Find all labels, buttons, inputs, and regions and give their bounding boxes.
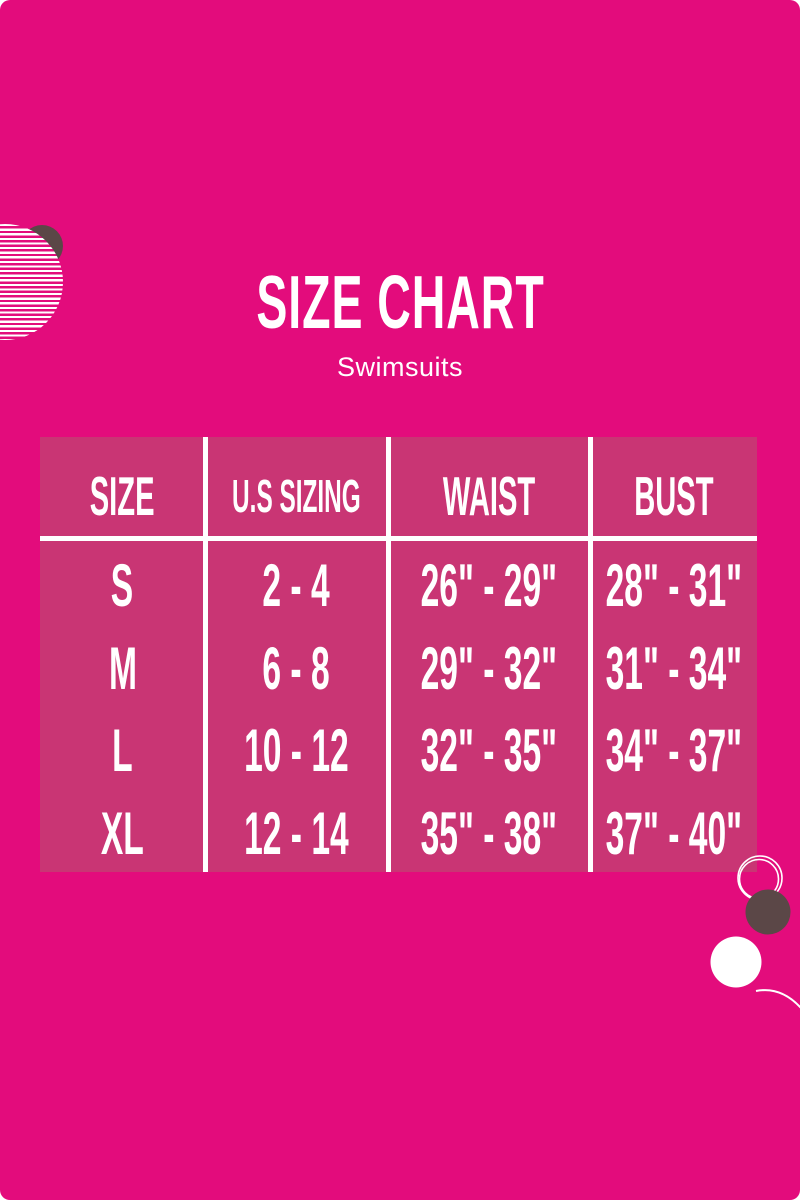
bottom-right-decorations bbox=[710, 855, 800, 1009]
row-s-size: S bbox=[111, 551, 134, 619]
row-l-us-sizing: 10 - 12 bbox=[244, 717, 349, 785]
column-divider-3 bbox=[588, 437, 593, 872]
column-divider-2 bbox=[386, 437, 391, 872]
row-xl-bust: 37" - 40" bbox=[605, 800, 742, 868]
row-m-bust: 31" - 34" bbox=[605, 634, 742, 702]
title-row: SIZE CHART bbox=[0, 260, 800, 360]
header-cell-waist: WAIST bbox=[442, 465, 536, 527]
column-divider-1 bbox=[203, 437, 208, 872]
dark-dot-decoration-bottom-right bbox=[745, 889, 791, 935]
row-l-size: L bbox=[112, 717, 133, 785]
row-m-us-sizing: 6 - 8 bbox=[262, 634, 331, 702]
white-dot-decoration bbox=[710, 936, 762, 988]
row-m-waist: 29" - 32" bbox=[420, 634, 558, 702]
header-cell-size: SIZE bbox=[90, 465, 155, 527]
row-s-bust: 28" - 31" bbox=[605, 551, 742, 619]
row-l-waist: 32" - 35" bbox=[420, 717, 558, 785]
header-divider-line bbox=[40, 536, 757, 541]
page-title: SIZE CHART bbox=[255, 260, 545, 344]
header-cell-bust: BUST bbox=[633, 465, 714, 527]
row-s-us-sizing: 2 - 4 bbox=[262, 551, 331, 619]
row-xl-size: XL bbox=[101, 800, 144, 868]
header-cell-us-sizing: U.S SIZING bbox=[232, 470, 361, 522]
row-xl-us-sizing: 12 - 14 bbox=[244, 800, 349, 868]
row-xl-waist: 35" - 38" bbox=[420, 800, 558, 868]
row-m-size: M bbox=[108, 634, 137, 702]
row-l-bust: 34" - 37" bbox=[605, 717, 742, 785]
size-chart-table: SIZE U.S SIZING WAIST BUST S 2 - 4 26" -… bbox=[40, 437, 757, 872]
row-s-waist: 26" - 29" bbox=[420, 551, 558, 619]
page-subtitle: Swimsuits bbox=[336, 352, 463, 382]
swoosh-arc-decoration bbox=[755, 989, 800, 1009]
